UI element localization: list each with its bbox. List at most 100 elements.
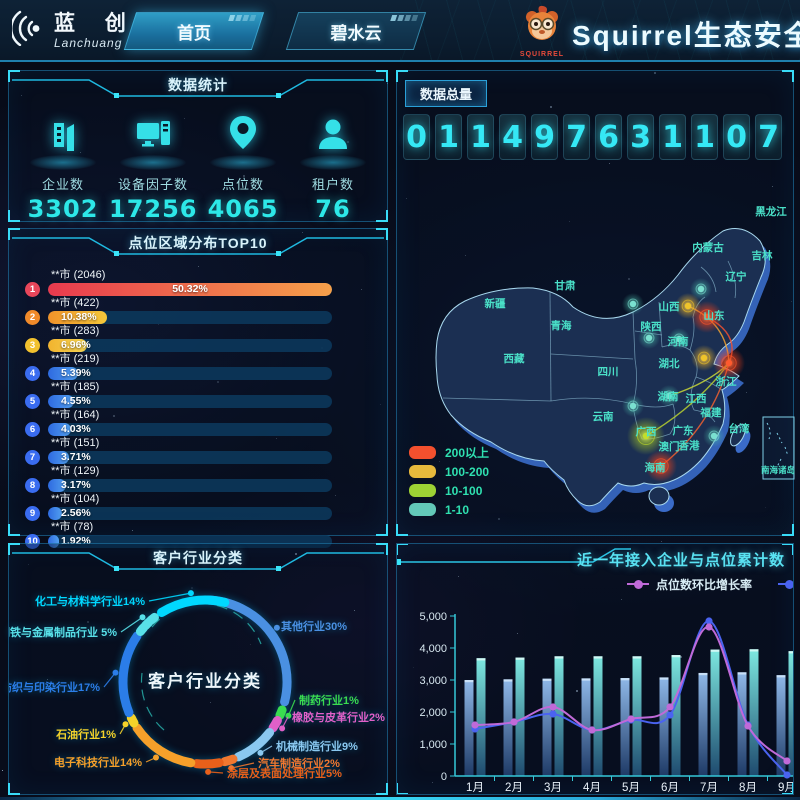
- heat-spot-1-10: [658, 385, 680, 407]
- squirrel-mascot-icon: [519, 5, 565, 52]
- stat-item-租户数: 租户数 76: [289, 107, 377, 223]
- heat-spot-200以上: [691, 301, 723, 333]
- counter-digit: 6: [595, 114, 622, 160]
- legend-label: 1-10: [445, 502, 470, 517]
- stats-panel-header: 数据统计: [9, 71, 387, 103]
- rank-badge: 5: [25, 393, 40, 409]
- bar-line: 9 2.56%: [25, 505, 387, 521]
- bar-percentage: 2.56%: [61, 506, 91, 519]
- month-label: 6月: [661, 782, 679, 794]
- donut-label: 钢铁与金属制品行业 5%: [9, 625, 117, 639]
- legend-item-clipped[interactable]: [778, 579, 793, 589]
- stat-label: 设备因子数: [117, 177, 188, 192]
- bar-percentage: 1.92%: [61, 534, 91, 547]
- nav-tabs: 首页 碧水云: [123, 12, 427, 50]
- counter-digit: 3: [627, 114, 654, 160]
- trend-chart-title: 近一年接入企业与点位累计数: [576, 552, 785, 569]
- donut-slice-涂层及表面处理行业5%: 涂层及表面处理行业5%: [191, 758, 342, 780]
- bar-percentage: 50.32%: [172, 282, 208, 295]
- bar-percentage: 4.55%: [61, 394, 91, 407]
- region-label: **市 (129): [51, 465, 100, 477]
- bar-percentage: 3.71%: [61, 450, 91, 463]
- bar-track: 5.39%: [48, 366, 332, 380]
- month-label: 5月: [622, 782, 640, 794]
- top10-panel-header: 点位区域分布TOP10: [9, 229, 387, 261]
- donut-slice-纺织与印染行业17%: 纺织与印染行业17%: [1, 631, 142, 718]
- bar-percentage: 6.96%: [61, 338, 91, 351]
- province-label-福建: 福建: [700, 406, 722, 419]
- bar-track: 6.96%: [48, 338, 332, 352]
- icon-pedestal: [120, 155, 186, 170]
- donut-label: 汽车制造行业2%: [258, 756, 340, 770]
- y-tick-label: 0: [441, 771, 447, 783]
- legend-swatch: [409, 446, 436, 459]
- bar-track: 4.55%: [48, 394, 332, 408]
- table-row: **市 (164) 6 4.03%: [25, 409, 387, 437]
- counter-digit: 1: [659, 114, 686, 160]
- mascot: SQUIRREL: [516, 4, 568, 58]
- bar-fill: [48, 478, 66, 492]
- counter-digit: 1: [467, 114, 494, 160]
- bar-fill: [48, 366, 79, 380]
- logo-arcs-icon: [10, 10, 46, 51]
- region-label: **市 (164): [51, 409, 100, 421]
- month-label: 4月: [583, 782, 601, 794]
- tab-label: 首页: [177, 23, 211, 43]
- heat-spot-1-10: [668, 328, 690, 350]
- bar-track: 50.32%: [48, 282, 332, 296]
- province-label-澳门: 澳门: [659, 440, 680, 453]
- bar-fill: [48, 338, 88, 352]
- donut-slice-橡胶与皮革行业2%: 橡胶与皮革行业2%: [268, 710, 385, 733]
- heat-spot-200以上: [645, 450, 677, 482]
- legend-marker: [626, 579, 649, 589]
- tab-首页[interactable]: 首页: [123, 12, 265, 50]
- region-label: **市 (283): [51, 325, 100, 337]
- bar-percentage: 5.39%: [61, 366, 91, 379]
- y-tick-label: 4,000: [419, 643, 447, 655]
- province-label-西藏: 西藏: [504, 352, 525, 365]
- province-label-吉林: 吉林: [752, 249, 773, 262]
- province-label-山东: 山东: [704, 309, 725, 322]
- month-label: 1月: [466, 782, 484, 794]
- bar-percentage: 4.03%: [61, 422, 91, 435]
- stats-panel-title: 数据统计: [168, 77, 228, 93]
- donut-slice-化工与材料学行业14%: 化工与材料学行业14%: [35, 590, 230, 617]
- table-row: **市 (283) 3 6.96%: [25, 325, 387, 353]
- counter-digit: 7: [755, 114, 782, 160]
- header-grid-decoration: [400, 0, 800, 60]
- map-legend: 200以上 100-200 10-100 1-10: [409, 443, 489, 519]
- legend-marker: [778, 579, 793, 589]
- province-label-香港: 香港: [678, 439, 700, 452]
- province-label-湖南: 湖南: [658, 390, 679, 403]
- region-label: **市 (219): [51, 353, 100, 365]
- bar-percentage: 10.38%: [61, 310, 97, 323]
- counter-digit: 0: [403, 114, 430, 160]
- heat-spot-1-10: [690, 278, 712, 300]
- bar-line: 5 4.55%: [25, 393, 387, 409]
- rank-badge: 4: [25, 365, 40, 381]
- donut-center-label: 客户行业分类: [147, 671, 262, 691]
- province-label-新疆: 新疆: [485, 297, 506, 310]
- donut-slice-电子科技行业14%: 电子科技行业14%: [54, 723, 196, 769]
- tab-碧水云[interactable]: 碧水云: [285, 12, 427, 50]
- stat-label: 企业数: [41, 177, 84, 192]
- month-label: 7月: [700, 782, 718, 794]
- legend-item-点位数环比增长率[interactable]: 点位数环比增长率: [626, 576, 752, 593]
- donut-label: 橡胶与皮革行业2%: [292, 710, 385, 724]
- province-label-青海: 青海: [551, 319, 572, 332]
- legend-label: 点位数环比增长率: [655, 577, 752, 592]
- stat-value: 4065: [207, 195, 279, 223]
- donut-label: 化工与材料学行业14%: [35, 594, 145, 608]
- bar-line: 7 3.71%: [25, 449, 387, 465]
- province-label-海南: 海南: [645, 461, 666, 474]
- stat-value: 3302: [27, 195, 99, 223]
- stat-value: 76: [315, 195, 351, 223]
- donut-label: 制药行业1%: [299, 693, 359, 707]
- donut-label: 机械制造行业9%: [276, 739, 358, 753]
- bar-fill: [48, 506, 63, 520]
- y-tick-label: 2,000: [419, 707, 447, 719]
- top10-panel-title: 点位区域分布TOP10: [128, 235, 268, 251]
